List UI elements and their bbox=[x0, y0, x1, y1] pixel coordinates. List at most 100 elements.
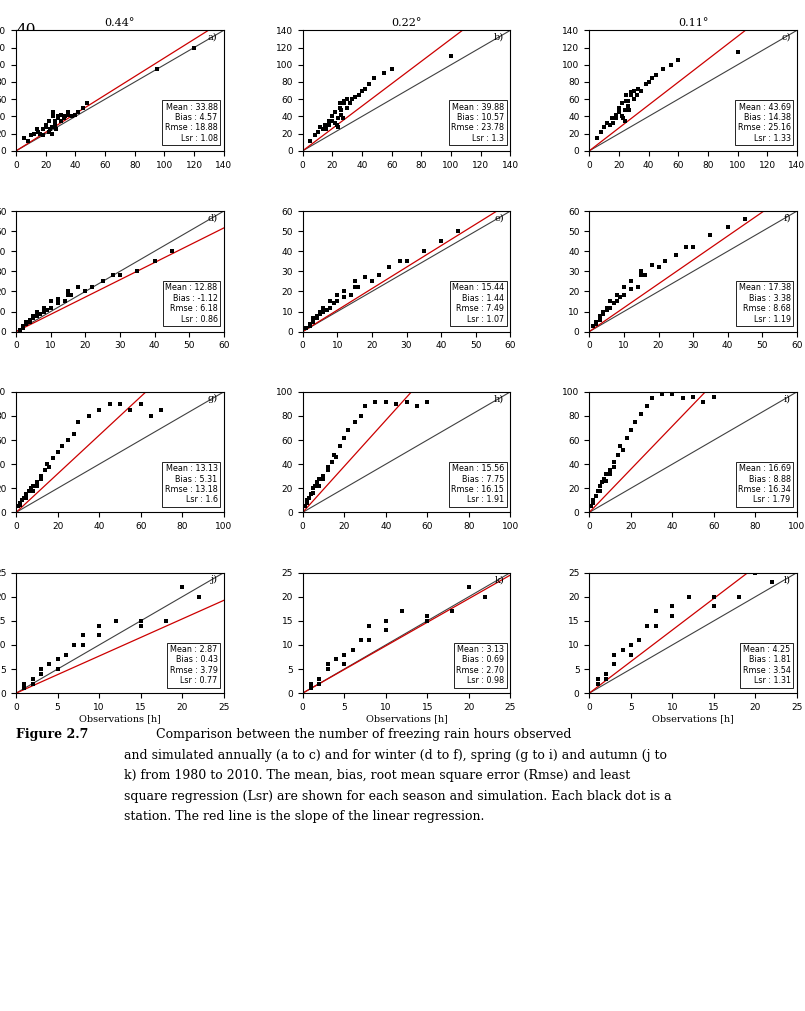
Point bbox=[614, 289, 627, 305]
Point bbox=[342, 423, 355, 439]
Point bbox=[43, 123, 56, 140]
Point bbox=[331, 287, 344, 303]
Text: 40: 40 bbox=[16, 23, 35, 37]
Point bbox=[27, 482, 39, 498]
Point bbox=[328, 295, 341, 311]
Point bbox=[324, 293, 336, 309]
Point bbox=[604, 293, 617, 309]
Point bbox=[635, 263, 648, 279]
Point bbox=[593, 307, 606, 324]
Point bbox=[114, 267, 126, 283]
Point bbox=[18, 675, 31, 692]
Point bbox=[332, 110, 345, 126]
Point bbox=[35, 470, 47, 486]
Point bbox=[331, 293, 344, 309]
Point bbox=[317, 468, 330, 484]
Point bbox=[587, 492, 600, 509]
Point bbox=[303, 490, 316, 507]
Point bbox=[666, 386, 679, 402]
Point bbox=[672, 53, 685, 69]
Point bbox=[593, 311, 606, 328]
Point bbox=[35, 468, 47, 484]
Point bbox=[114, 396, 126, 412]
Text: c): c) bbox=[782, 32, 791, 41]
Text: a): a) bbox=[208, 32, 217, 41]
Point bbox=[632, 81, 645, 97]
Point bbox=[444, 49, 457, 65]
Point bbox=[625, 637, 638, 653]
Point bbox=[393, 253, 406, 269]
Point bbox=[383, 259, 396, 275]
Point bbox=[589, 487, 602, 503]
Point bbox=[593, 478, 606, 494]
Point bbox=[43, 656, 56, 672]
Point bbox=[134, 613, 147, 629]
Point bbox=[652, 259, 665, 275]
Text: h): h) bbox=[494, 394, 504, 403]
Point bbox=[31, 307, 43, 324]
Point bbox=[44, 293, 57, 309]
Point bbox=[733, 588, 745, 605]
Point bbox=[446, 604, 459, 620]
Point bbox=[124, 401, 137, 418]
Point bbox=[365, 273, 378, 289]
Point bbox=[608, 459, 621, 475]
Point bbox=[324, 299, 336, 315]
Point bbox=[336, 110, 349, 126]
Point bbox=[39, 118, 52, 134]
Point bbox=[20, 486, 33, 502]
Point bbox=[12, 498, 25, 515]
Point bbox=[645, 257, 658, 273]
Point bbox=[45, 125, 58, 142]
Point bbox=[31, 303, 43, 319]
Text: Mean : 13.13
Bias : 5.31
Rmse : 13.18
Lsr : 1.6: Mean : 13.13 Bias : 5.31 Rmse : 13.18 Ls… bbox=[165, 464, 217, 504]
Point bbox=[66, 108, 79, 124]
Text: Mean : 15.56
Bias : 7.75
Rmse : 16.15
Lsr : 1.91: Mean : 15.56 Bias : 7.75 Rmse : 16.15 Ls… bbox=[452, 464, 504, 504]
Point bbox=[44, 299, 57, 315]
Point bbox=[175, 579, 188, 595]
Point bbox=[317, 303, 330, 319]
Point bbox=[41, 301, 54, 317]
Point bbox=[659, 253, 672, 269]
Title: 0.11°: 0.11° bbox=[678, 18, 708, 28]
Point bbox=[27, 670, 39, 686]
Point bbox=[586, 317, 599, 334]
Point bbox=[356, 83, 369, 99]
Point bbox=[687, 240, 700, 256]
Point bbox=[145, 407, 158, 424]
Point bbox=[349, 273, 361, 289]
Point bbox=[317, 299, 330, 315]
Point bbox=[86, 279, 99, 295]
Point bbox=[61, 283, 74, 299]
Point bbox=[601, 301, 613, 317]
Point bbox=[708, 388, 720, 404]
Point bbox=[625, 87, 638, 103]
Point bbox=[338, 646, 351, 662]
Text: e): e) bbox=[494, 213, 504, 222]
X-axis label: Observations [h]: Observations [h] bbox=[652, 715, 734, 724]
Point bbox=[329, 115, 342, 131]
Point bbox=[345, 287, 357, 303]
Point bbox=[155, 401, 168, 418]
Point bbox=[625, 423, 638, 439]
Point bbox=[17, 317, 30, 334]
Point bbox=[687, 388, 700, 404]
Point bbox=[335, 101, 348, 117]
Point bbox=[165, 244, 178, 260]
Point bbox=[462, 579, 475, 595]
Point bbox=[591, 482, 604, 498]
Point bbox=[151, 61, 163, 77]
Point bbox=[188, 39, 200, 56]
Point bbox=[386, 61, 398, 77]
Point bbox=[650, 618, 663, 634]
Point bbox=[76, 627, 89, 643]
Point bbox=[13, 321, 26, 338]
Point bbox=[607, 295, 620, 311]
Point bbox=[704, 227, 717, 244]
Point bbox=[411, 398, 423, 415]
Point bbox=[614, 438, 627, 454]
Point bbox=[604, 117, 617, 133]
Point bbox=[299, 498, 312, 515]
Point bbox=[338, 283, 351, 299]
Point bbox=[31, 474, 43, 490]
